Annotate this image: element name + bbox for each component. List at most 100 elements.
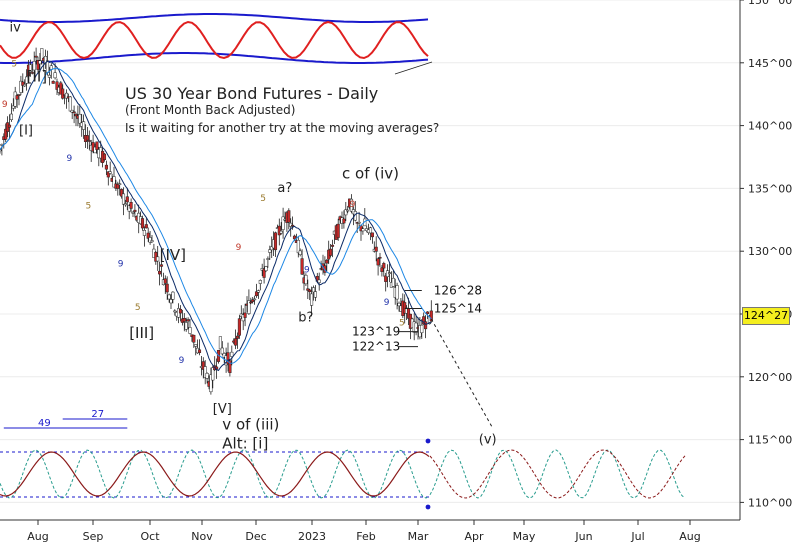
candle-body bbox=[44, 56, 48, 64]
candle-body bbox=[93, 146, 97, 154]
x-tick-label: Nov bbox=[191, 530, 213, 543]
candle-body bbox=[424, 321, 428, 330]
x-tick-label: Feb bbox=[356, 530, 375, 543]
candle-body bbox=[222, 353, 226, 358]
candle-body bbox=[422, 316, 426, 325]
count-label: 9 bbox=[179, 356, 185, 366]
x-tick-label: Jun bbox=[574, 530, 592, 543]
candle-body bbox=[336, 223, 340, 238]
candle-body bbox=[47, 74, 51, 78]
candle-body bbox=[382, 263, 386, 269]
last-price-tag: 124^27 bbox=[742, 307, 790, 325]
projection-line bbox=[430, 318, 493, 428]
candle-body bbox=[87, 140, 91, 142]
candle-body bbox=[23, 84, 27, 87]
count-label: 9 bbox=[304, 266, 310, 276]
candle-body bbox=[235, 335, 240, 339]
cycle-oscillator bbox=[0, 451, 430, 497]
candle-body bbox=[230, 351, 234, 357]
candle-body bbox=[209, 374, 213, 393]
oscillator-trendline bbox=[394, 61, 433, 75]
candle-body bbox=[70, 109, 74, 113]
candle-body bbox=[123, 203, 127, 206]
candle-body bbox=[270, 246, 274, 251]
candle-body bbox=[264, 266, 268, 271]
candle-body bbox=[68, 96, 72, 112]
candle-body bbox=[378, 256, 382, 259]
wave-annotations: iv [II] [I] [IV] [III] [V] a? b? c of (iv) v of (… bbox=[2, 20, 497, 452]
x-tick-label: Sep bbox=[83, 530, 104, 543]
candle-body bbox=[266, 258, 270, 260]
candle-body bbox=[298, 250, 302, 255]
candle-body bbox=[429, 310, 433, 322]
candle-body bbox=[59, 82, 63, 95]
x-tick-label: Jul bbox=[630, 530, 644, 543]
candle-body bbox=[64, 92, 69, 99]
candle-body bbox=[140, 218, 145, 229]
candle-body bbox=[425, 311, 430, 314]
candle-body bbox=[194, 344, 198, 347]
candle-body bbox=[342, 218, 346, 224]
wave-label: v of (iii) bbox=[222, 416, 279, 434]
candle-body bbox=[380, 267, 384, 272]
candle-body bbox=[120, 189, 124, 197]
count-label: 9 bbox=[384, 298, 390, 308]
candle-body bbox=[346, 209, 350, 212]
candle-body bbox=[11, 105, 15, 109]
candle-body bbox=[391, 277, 395, 287]
cycle-marker bbox=[425, 438, 431, 444]
candle-body bbox=[85, 135, 89, 141]
candle-body bbox=[243, 312, 247, 318]
candle-body bbox=[0, 149, 2, 152]
candle-body bbox=[370, 232, 374, 238]
candle-body bbox=[205, 373, 209, 379]
candle-body bbox=[53, 72, 57, 79]
candle-body bbox=[61, 88, 65, 99]
y-tick-label: 110^00 bbox=[748, 496, 792, 509]
candle-body bbox=[118, 183, 122, 185]
candle-body bbox=[173, 310, 177, 313]
candle-body bbox=[159, 264, 164, 267]
cycle-projection-27 bbox=[429, 449, 686, 499]
price-grid bbox=[0, 0, 740, 503]
candle-body bbox=[387, 272, 392, 274]
candle-body bbox=[254, 291, 259, 297]
candle-body bbox=[184, 322, 188, 330]
candle-body bbox=[329, 248, 333, 256]
candle-body bbox=[203, 366, 207, 378]
wave-label: [II] bbox=[27, 68, 48, 86]
candle-body bbox=[376, 258, 380, 266]
candle-body bbox=[308, 289, 312, 293]
candle-body bbox=[325, 259, 329, 264]
count-label: 5 bbox=[399, 318, 405, 328]
count-label: 5 bbox=[135, 303, 141, 313]
wave-label: Alt: [i] bbox=[222, 434, 268, 452]
candle-body bbox=[420, 324, 424, 334]
count-label: 5 bbox=[86, 201, 92, 211]
candle-body bbox=[150, 240, 154, 243]
candle-body bbox=[397, 302, 401, 307]
chart-note: Is it waiting for another try at the mov… bbox=[125, 121, 440, 135]
y-tick-label: 115^00 bbox=[748, 434, 792, 447]
candle-body bbox=[32, 61, 36, 71]
candle-body bbox=[384, 275, 388, 282]
moving-average-long bbox=[0, 67, 432, 364]
candle-body bbox=[182, 318, 186, 322]
candle-body bbox=[253, 298, 257, 301]
count-label: 9 bbox=[236, 243, 242, 253]
candle-body bbox=[313, 291, 317, 298]
candle-body bbox=[34, 55, 38, 58]
candle-body bbox=[169, 299, 173, 304]
candle-body bbox=[38, 60, 42, 65]
y-tick-label: 140^00 bbox=[748, 120, 792, 133]
candle-body bbox=[226, 352, 230, 365]
cycle-oscillator-panel: 49 27 bbox=[0, 409, 686, 510]
candle-body bbox=[4, 128, 8, 140]
count-label: 9 bbox=[118, 259, 124, 269]
candle-body bbox=[102, 153, 107, 160]
candle-body bbox=[17, 94, 21, 96]
candle-body bbox=[374, 246, 378, 252]
candle-body bbox=[7, 124, 12, 128]
top-band-upper bbox=[0, 13, 429, 23]
